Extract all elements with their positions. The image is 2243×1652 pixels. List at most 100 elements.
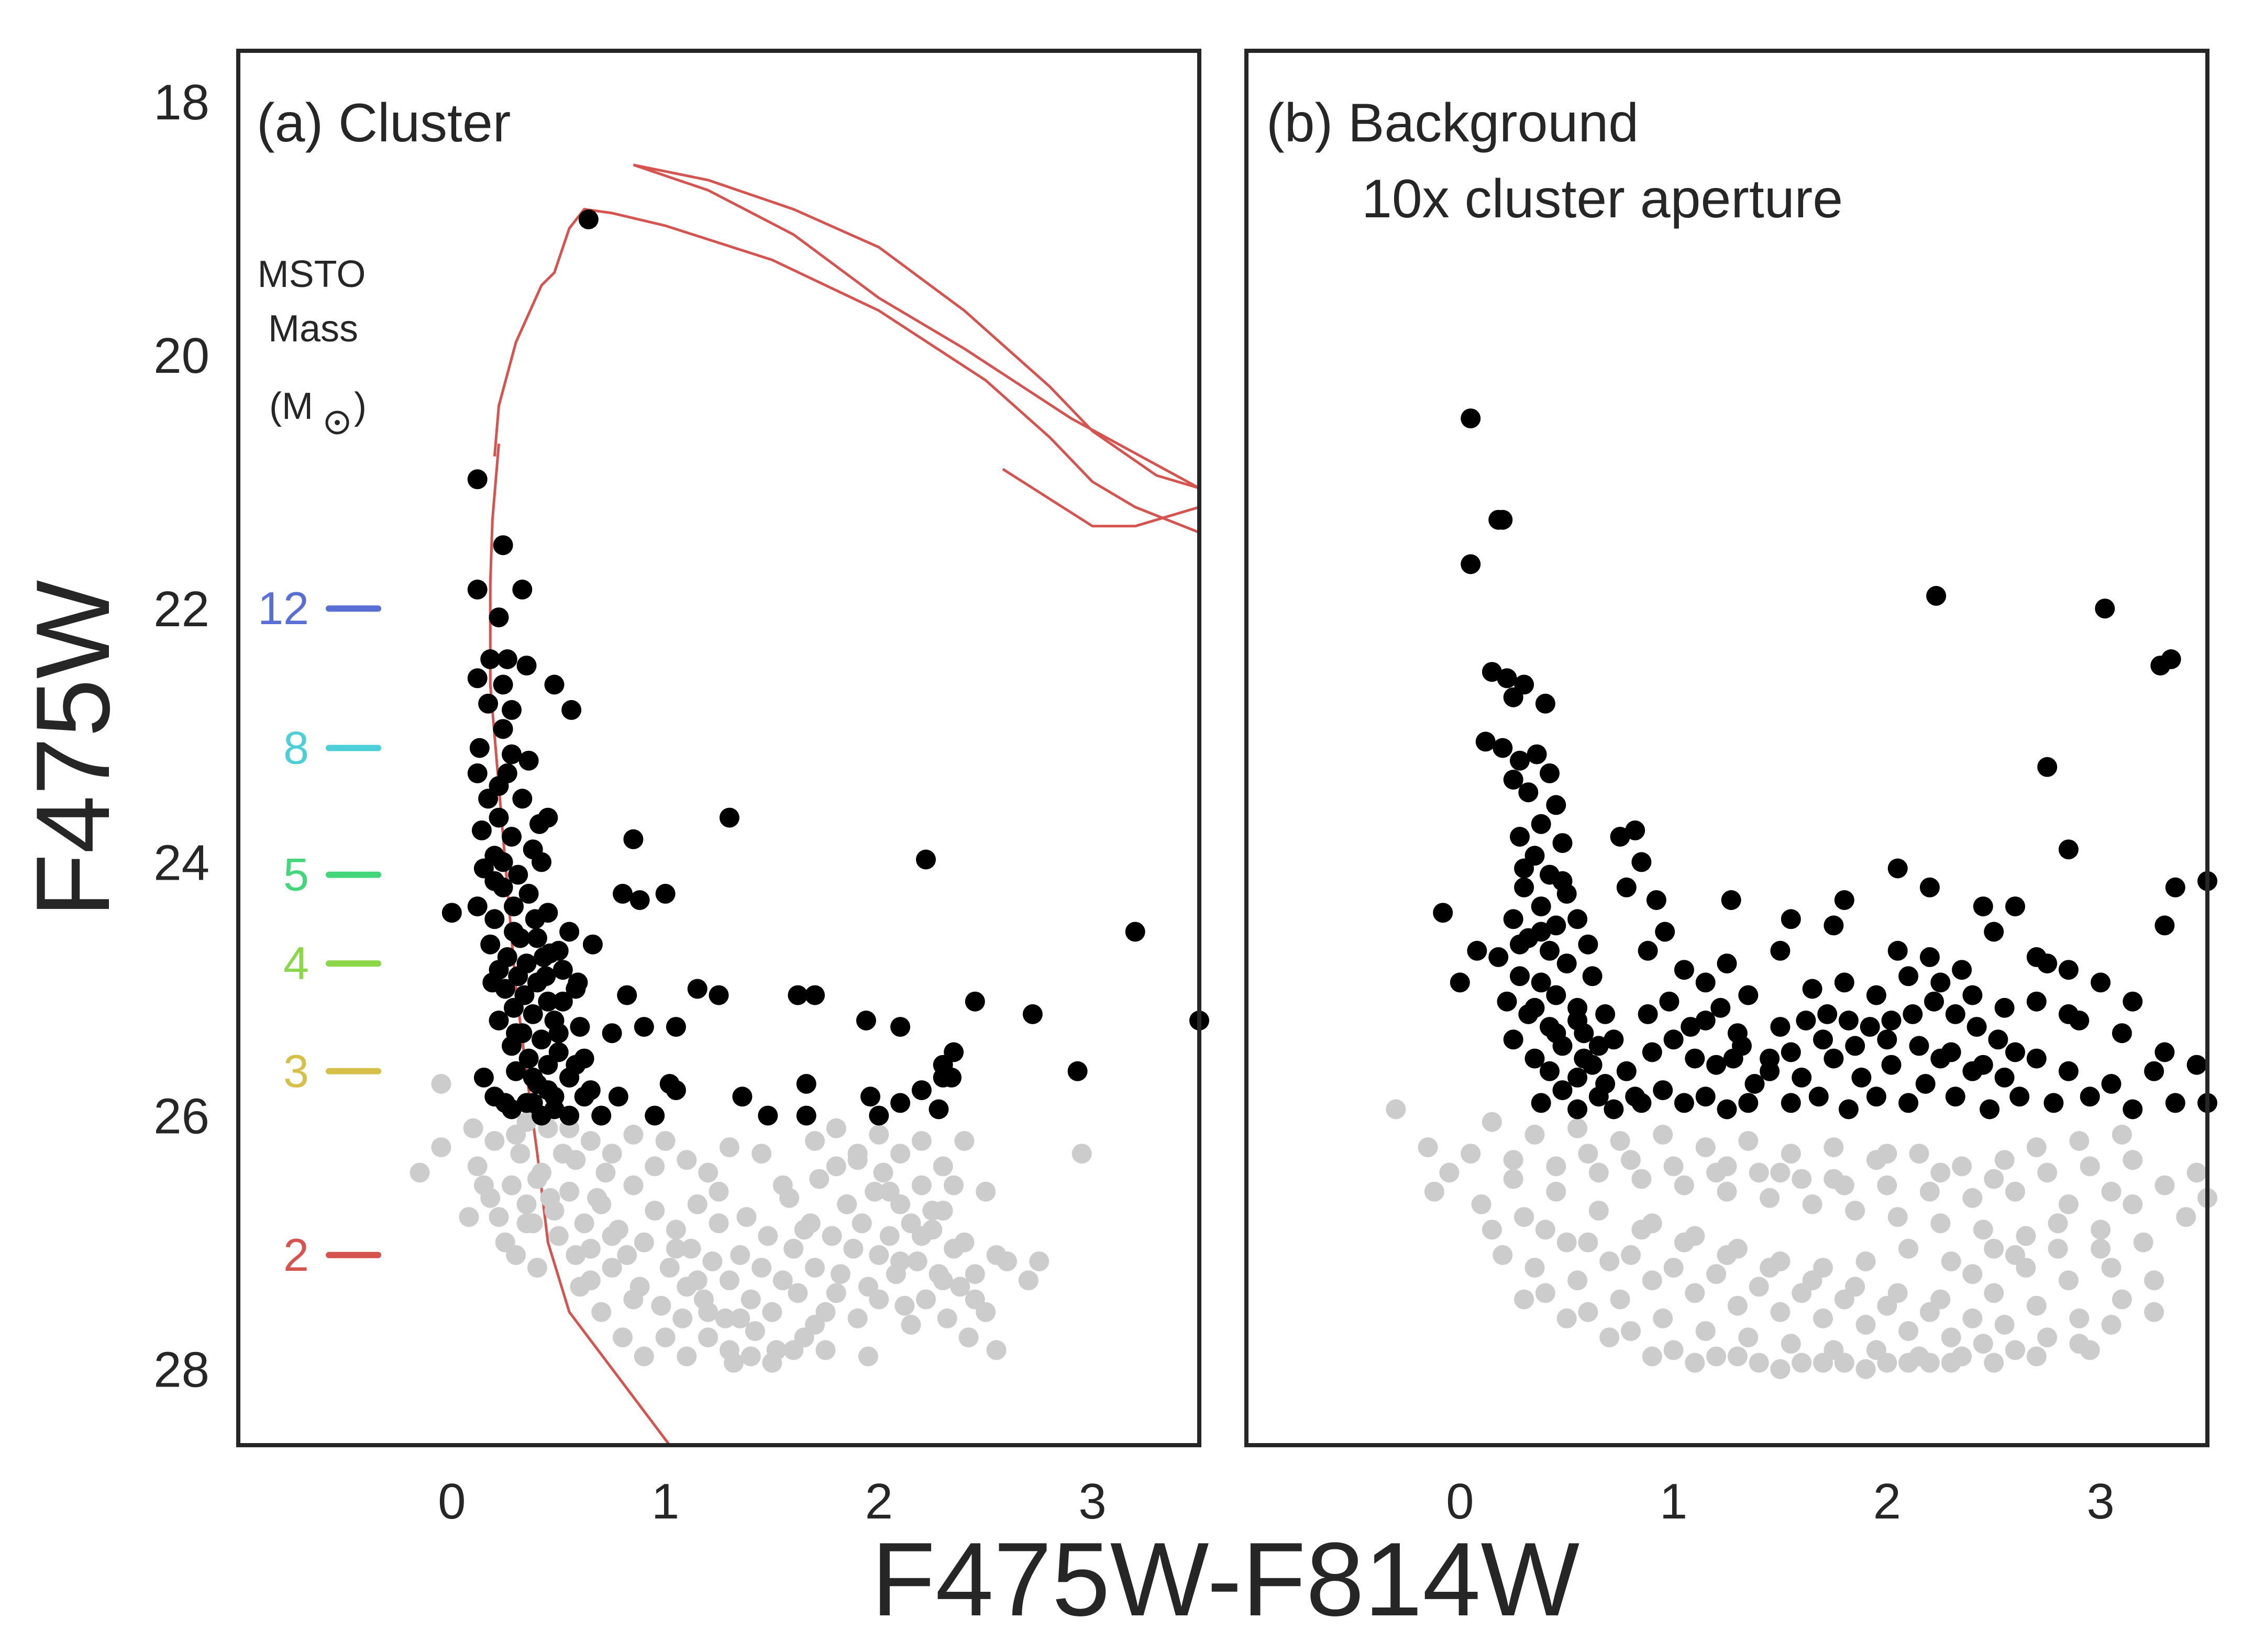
bright-star-point — [1556, 953, 1577, 974]
faint-star-point — [1770, 1251, 1791, 1271]
bright-star-point — [493, 852, 513, 872]
bright-star-point — [478, 693, 499, 714]
bright-star-point — [506, 1023, 526, 1044]
cluster-bright-stars — [441, 209, 1209, 1126]
faint-star-point — [1749, 1162, 1769, 1183]
bright-star-point — [2165, 877, 2185, 897]
faint-star-point — [1919, 1302, 1940, 1322]
x-tick-label: 2 — [1873, 1473, 1901, 1529]
faint-star-point — [2026, 1295, 2047, 1316]
bright-star-point — [502, 700, 522, 720]
bright-star-point — [1514, 858, 1534, 879]
faint-star-point — [1802, 1194, 1822, 1214]
faint-star-point — [659, 1258, 680, 1278]
bright-star-point — [538, 1055, 558, 1075]
faint-star-point — [911, 1175, 932, 1195]
faint-star-point — [1546, 1156, 1566, 1177]
bright-star-point — [561, 700, 582, 720]
faint-star-point — [2026, 1137, 2047, 1158]
faint-star-point — [1418, 1137, 1438, 1158]
bright-star-point — [1531, 814, 1551, 834]
bright-star-point — [527, 928, 547, 948]
faint-star-point — [580, 1238, 601, 1259]
faint-star-point — [1578, 1232, 1598, 1252]
faint-star-point — [869, 1124, 889, 1145]
faint-star-point — [2080, 1156, 2100, 1177]
bright-star-point — [534, 947, 554, 967]
faint-star-point — [410, 1162, 430, 1183]
faint-star-point — [602, 1258, 622, 1278]
faint-star-point — [805, 1131, 825, 1151]
faint-star-point — [1813, 1258, 1833, 1278]
bright-star-point — [518, 750, 539, 771]
faint-star-point — [1482, 1219, 1502, 1240]
bright-star-point — [1909, 1036, 1929, 1056]
faint-star-point — [879, 1181, 900, 1202]
faint-star-point — [623, 1175, 644, 1195]
faint-star-point — [1642, 1213, 1662, 1234]
faint-star-point — [752, 1258, 772, 1278]
faint-star-point — [516, 1194, 537, 1214]
faint-star-point — [911, 1226, 932, 1246]
bright-star-point — [1595, 1004, 1616, 1024]
faint-star-point — [852, 1213, 872, 1234]
bright-star-point — [942, 1067, 962, 1088]
bright-star-point — [758, 1105, 778, 1126]
faint-star-point — [1642, 1270, 1662, 1291]
faint-star-point — [1994, 1315, 2015, 1335]
bright-star-point — [1792, 1067, 1812, 1088]
faint-star-point — [1824, 1137, 1844, 1158]
bright-star-point — [536, 966, 556, 986]
faint-star-point — [1621, 1245, 1641, 1265]
faint-star-point — [1749, 1277, 1769, 1297]
faint-star-point — [1941, 1327, 1961, 1348]
faint-star-point — [805, 1258, 825, 1278]
y-tick-label: 20 — [153, 328, 209, 384]
faint-star-point — [623, 1289, 644, 1310]
bright-star-point — [1527, 744, 1547, 764]
bright-star-point — [1674, 960, 1694, 980]
bright-star-point — [1685, 1048, 1705, 1069]
bright-star-point — [2058, 839, 2079, 860]
bright-star-point — [1461, 408, 1481, 429]
faint-star-point — [758, 1226, 778, 1246]
faint-star-point — [826, 1283, 846, 1303]
faint-star-point — [1855, 1251, 1876, 1271]
bright-star-point — [1966, 1017, 1987, 1037]
faint-star-point — [958, 1327, 979, 1348]
faint-star-point — [431, 1074, 451, 1094]
faint-star-point — [1674, 1175, 1694, 1195]
bright-star-point — [1510, 750, 1530, 771]
bright-star-point — [2186, 1055, 2207, 1075]
bright-star-point — [548, 1023, 569, 1044]
faint-star-point — [1029, 1251, 1049, 1271]
bright-star-point — [582, 934, 603, 955]
faint-star-point — [879, 1226, 900, 1246]
msto-mass-legend: MSTO Mass (M ) 12 8 5 4 3 2 — [258, 253, 381, 1281]
bright-star-point — [1732, 1036, 1752, 1056]
faint-star-point — [1556, 1308, 1577, 1328]
faint-star-point — [1482, 1112, 1502, 1132]
faint-star-point — [847, 1144, 868, 1164]
faint-star-point — [869, 1245, 889, 1265]
faint-star-point — [516, 1112, 537, 1132]
bright-star-point — [508, 966, 528, 986]
bright-star-point — [1941, 1042, 1961, 1062]
x-tick-label: 3 — [1078, 1473, 1106, 1529]
bright-star-point — [478, 789, 499, 809]
faint-star-point — [1524, 1124, 1545, 1145]
bright-star-point — [1988, 1029, 2008, 1050]
faint-star-point — [2069, 1334, 2090, 1354]
faint-star-point — [1770, 1302, 1791, 1322]
bright-star-point — [613, 883, 633, 904]
y-tick-label: 28 — [153, 1342, 209, 1398]
bright-star-point — [1510, 827, 1530, 847]
faint-star-point — [1973, 1334, 1993, 1354]
bright-star-point — [1781, 1093, 1801, 1113]
faint-star-point — [1824, 1169, 1844, 1189]
bright-star-point — [1860, 1017, 1880, 1037]
faint-star-point — [1727, 1346, 1748, 1367]
bright-star-point — [1638, 940, 1658, 961]
bright-star-point — [512, 579, 533, 600]
